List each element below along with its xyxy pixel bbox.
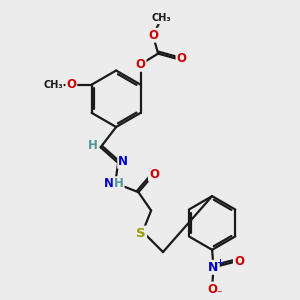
Text: O: O <box>66 78 76 91</box>
Text: N: N <box>118 155 128 168</box>
Text: N: N <box>104 177 114 190</box>
Text: O: O <box>207 283 217 296</box>
Text: CH₃: CH₃ <box>43 80 63 90</box>
Text: H: H <box>114 177 124 190</box>
Text: O: O <box>176 52 187 65</box>
Text: CH₃: CH₃ <box>151 13 171 23</box>
Text: O: O <box>136 58 146 71</box>
Text: O: O <box>234 255 244 268</box>
Text: O: O <box>149 168 159 181</box>
Text: H: H <box>88 139 98 152</box>
Text: ⁻: ⁻ <box>217 289 222 299</box>
Text: +: + <box>216 258 223 267</box>
Text: N: N <box>208 261 219 274</box>
Text: S: S <box>136 226 146 240</box>
Text: O: O <box>148 29 158 42</box>
